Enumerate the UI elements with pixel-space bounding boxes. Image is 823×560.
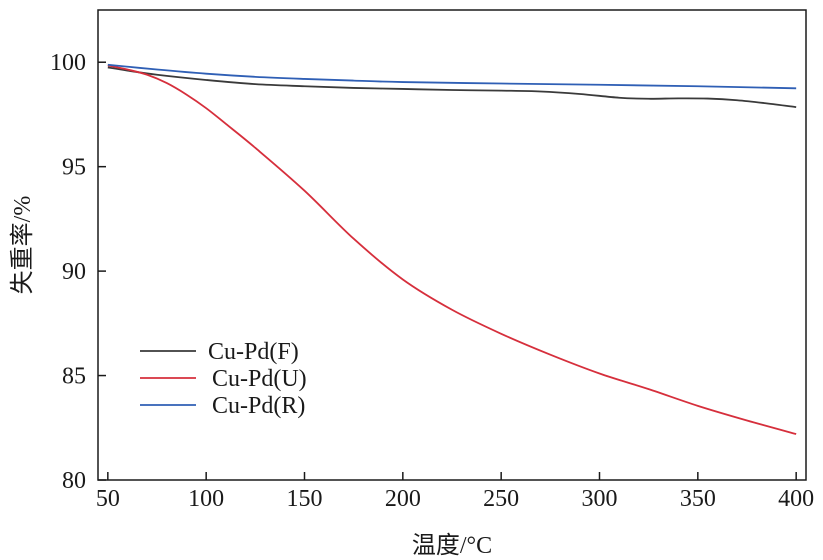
series-line-3 bbox=[107, 63, 797, 90]
y-tick-label: 85 bbox=[62, 364, 86, 390]
y-tick-label: 100 bbox=[50, 50, 86, 76]
series-line-1 bbox=[107, 66, 797, 109]
legend-label-2: Cu-Pd(U) bbox=[212, 366, 307, 392]
x-tick-label: 250 bbox=[483, 486, 519, 512]
x-axis: 50 100 150 200 250 300 350 400 bbox=[96, 472, 814, 512]
y-axis: 80 85 90 95 100 bbox=[50, 50, 106, 494]
x-axis-label: 温度/°C bbox=[412, 532, 492, 559]
y-tick-label: 80 bbox=[62, 468, 86, 494]
legend-label-1: Cu-Pd(F) bbox=[208, 339, 299, 365]
series-line-2 bbox=[107, 64, 797, 435]
y-tick-label: 95 bbox=[62, 155, 86, 181]
x-tick-label: 400 bbox=[778, 486, 814, 512]
legend-label-3: Cu-Pd(R) bbox=[212, 393, 305, 419]
x-tick-label: 350 bbox=[680, 486, 716, 512]
plot-frame bbox=[97, 9, 807, 481]
x-tick-label: 50 bbox=[96, 486, 120, 512]
y-tick-label: 90 bbox=[62, 259, 86, 285]
x-tick-label: 100 bbox=[188, 486, 224, 512]
series-layer bbox=[107, 63, 797, 435]
x-tick-label: 300 bbox=[582, 486, 618, 512]
legend: Cu-Pd(F)Cu-Pd(U)Cu-Pd(R) bbox=[140, 339, 307, 419]
x-tick-label: 200 bbox=[385, 486, 421, 512]
x-tick-label: 150 bbox=[287, 486, 323, 512]
y-axis-label: 失重率/% bbox=[9, 196, 36, 295]
